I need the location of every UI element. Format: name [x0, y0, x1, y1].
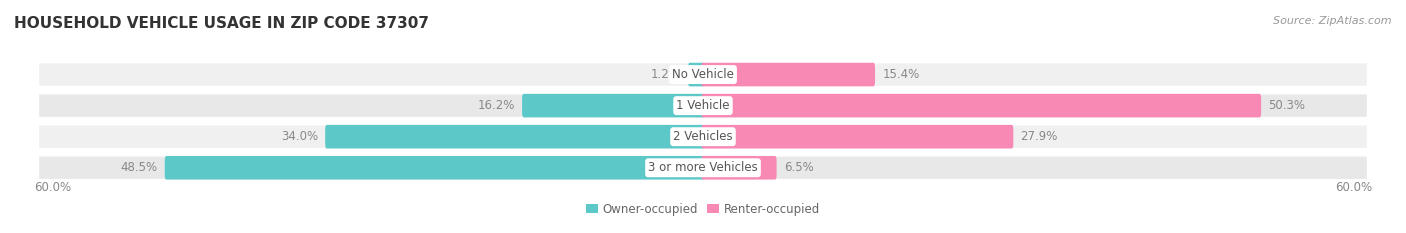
- Text: 60.0%: 60.0%: [34, 181, 70, 194]
- Text: HOUSEHOLD VEHICLE USAGE IN ZIP CODE 37307: HOUSEHOLD VEHICLE USAGE IN ZIP CODE 3730…: [14, 16, 429, 31]
- Text: Source: ZipAtlas.com: Source: ZipAtlas.com: [1274, 16, 1392, 26]
- Text: 1 Vehicle: 1 Vehicle: [676, 99, 730, 112]
- FancyBboxPatch shape: [165, 156, 704, 180]
- FancyBboxPatch shape: [39, 126, 1367, 148]
- FancyBboxPatch shape: [325, 125, 704, 148]
- Text: 27.9%: 27.9%: [1021, 130, 1057, 143]
- Text: 2 Vehicles: 2 Vehicles: [673, 130, 733, 143]
- FancyBboxPatch shape: [702, 94, 1261, 117]
- FancyBboxPatch shape: [702, 63, 875, 86]
- Text: No Vehicle: No Vehicle: [672, 68, 734, 81]
- Text: 15.4%: 15.4%: [882, 68, 920, 81]
- FancyBboxPatch shape: [702, 125, 1014, 148]
- FancyBboxPatch shape: [39, 63, 1367, 86]
- Text: 16.2%: 16.2%: [478, 99, 515, 112]
- Text: 60.0%: 60.0%: [1336, 181, 1372, 194]
- Text: 50.3%: 50.3%: [1268, 99, 1305, 112]
- FancyBboxPatch shape: [522, 94, 704, 117]
- Legend: Owner-occupied, Renter-occupied: Owner-occupied, Renter-occupied: [586, 203, 820, 216]
- FancyBboxPatch shape: [39, 94, 1367, 117]
- Text: 48.5%: 48.5%: [121, 161, 157, 174]
- Text: 1.2%: 1.2%: [651, 68, 681, 81]
- FancyBboxPatch shape: [688, 63, 704, 86]
- FancyBboxPatch shape: [39, 157, 1367, 179]
- Text: 3 or more Vehicles: 3 or more Vehicles: [648, 161, 758, 174]
- FancyBboxPatch shape: [702, 156, 776, 180]
- Text: 6.5%: 6.5%: [783, 161, 814, 174]
- Text: 34.0%: 34.0%: [281, 130, 318, 143]
